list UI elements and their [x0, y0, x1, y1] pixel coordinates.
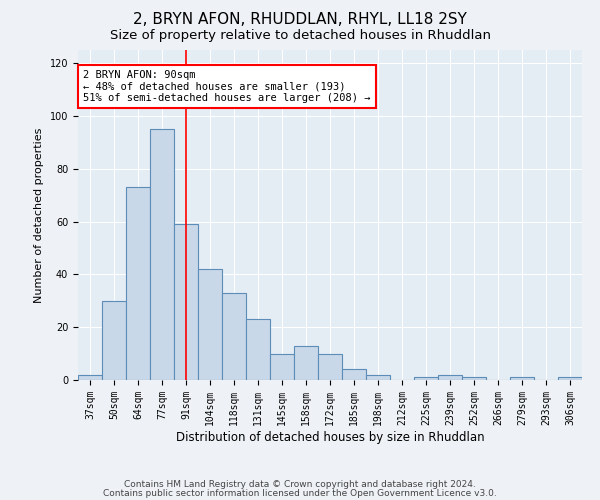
Bar — [414, 378, 438, 380]
Bar — [78, 374, 102, 380]
X-axis label: Distribution of detached houses by size in Rhuddlan: Distribution of detached houses by size … — [176, 430, 484, 444]
Bar — [462, 378, 486, 380]
Bar — [318, 354, 342, 380]
Bar — [150, 129, 174, 380]
Bar — [102, 301, 126, 380]
Bar — [342, 370, 366, 380]
Bar — [126, 188, 150, 380]
Text: Contains public sector information licensed under the Open Government Licence v3: Contains public sector information licen… — [103, 489, 497, 498]
Bar — [174, 224, 198, 380]
Bar — [366, 374, 390, 380]
Text: Size of property relative to detached houses in Rhuddlan: Size of property relative to detached ho… — [110, 29, 491, 42]
Bar — [510, 378, 534, 380]
Bar — [246, 320, 270, 380]
Bar — [558, 378, 582, 380]
Y-axis label: Number of detached properties: Number of detached properties — [34, 128, 44, 302]
Bar — [294, 346, 318, 380]
Text: Contains HM Land Registry data © Crown copyright and database right 2024.: Contains HM Land Registry data © Crown c… — [124, 480, 476, 489]
Bar — [222, 293, 246, 380]
Text: 2, BRYN AFON, RHUDDLAN, RHYL, LL18 2SY: 2, BRYN AFON, RHUDDLAN, RHYL, LL18 2SY — [133, 12, 467, 28]
Bar — [270, 354, 294, 380]
Text: 2 BRYN AFON: 90sqm
← 48% of detached houses are smaller (193)
51% of semi-detach: 2 BRYN AFON: 90sqm ← 48% of detached hou… — [83, 70, 371, 103]
Bar — [198, 269, 222, 380]
Bar — [438, 374, 462, 380]
